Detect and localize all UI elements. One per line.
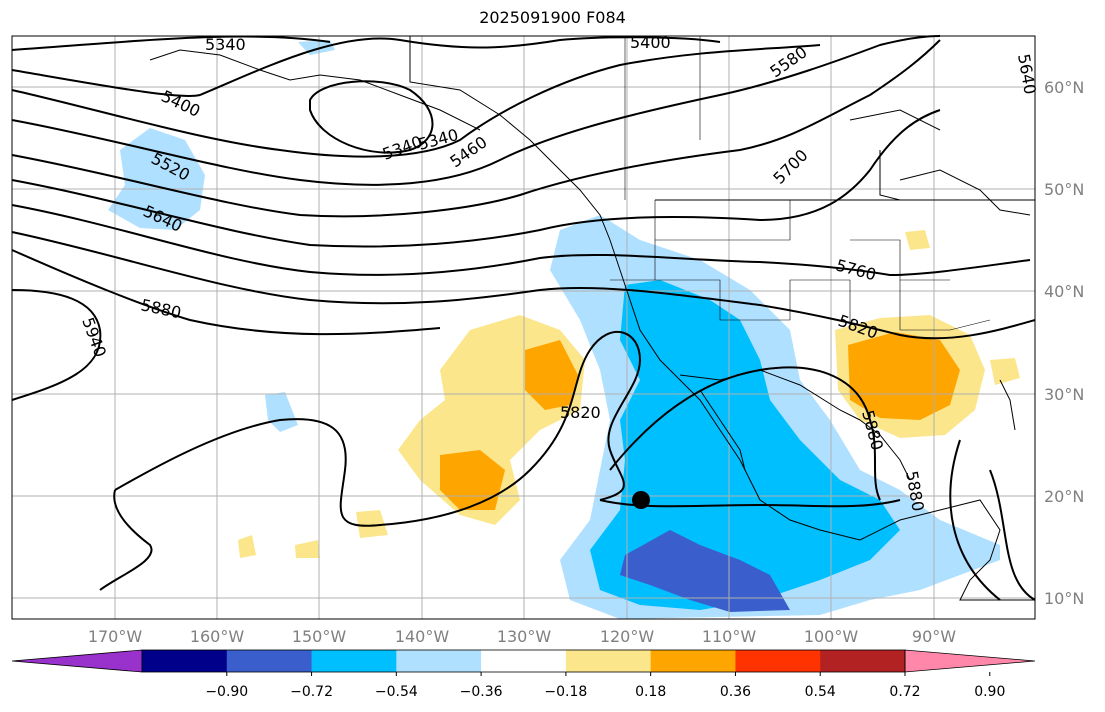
colorbar-tick-label: 0.54 <box>805 684 836 700</box>
lat-label: 30°N <box>1044 385 1084 404</box>
graticule <box>12 36 1035 619</box>
map-title: 2025091900 F084 <box>479 8 626 27</box>
colorbar-swatch <box>735 650 821 672</box>
positive-anomaly-small-4 <box>238 535 256 558</box>
lon-label: 100°W <box>804 627 859 646</box>
lon-label: 150°W <box>292 627 347 646</box>
colorbar-tick-label: 0.72 <box>889 684 920 700</box>
colorbar-swatch <box>396 650 482 672</box>
contour-label: 5340 <box>205 35 246 54</box>
positive-anomaly-small-5 <box>295 540 320 558</box>
coastlines <box>149 36 1035 601</box>
latitude-labels: 60°N 50°N 40°N 30°N 20°N 10°N <box>1044 78 1084 608</box>
lat-label: 40°N <box>1044 282 1084 301</box>
positive-anomaly-pacific-strong-1 <box>525 340 578 410</box>
colorbar-tick-label: −0.18 <box>544 684 587 700</box>
positive-anomaly-small-3 <box>356 510 388 538</box>
positive-anomaly-small-7 <box>905 230 930 250</box>
colorbar-swatch <box>820 650 906 672</box>
lat-label: 20°N <box>1044 487 1084 506</box>
lon-label: 110°W <box>702 627 757 646</box>
positive-anomaly-small-6 <box>990 358 1020 385</box>
colorbar-extension-low <box>11 649 143 673</box>
colorbar-extension-high <box>904 649 1036 673</box>
colorbar-swatch <box>226 650 313 672</box>
storm-center-dot <box>632 491 650 509</box>
colorbar-tick-label: −0.72 <box>290 684 333 700</box>
colorbar-tick-label: −0.36 <box>460 684 503 700</box>
colorbar-swatch <box>650 650 736 672</box>
colorbar-swatch <box>481 650 567 672</box>
positive-anomaly-texas-strong <box>848 332 960 420</box>
lat-label: 50°N <box>1044 180 1084 199</box>
lon-label: 120°W <box>600 627 655 646</box>
colorbar-swatch <box>142 650 228 672</box>
colorbar-tick-label: −0.90 <box>205 684 248 700</box>
height-contours <box>11 35 1036 601</box>
negative-anomaly-mid <box>590 280 900 610</box>
lon-label: 90°W <box>912 627 956 646</box>
lat-label: 10°N <box>1044 589 1084 608</box>
colorbar-tick-label: 0.90 <box>974 684 1005 700</box>
lon-label: 160°W <box>190 627 245 646</box>
positive-anomaly-pacific-strong-2 <box>440 450 505 510</box>
lon-label: 140°W <box>395 627 450 646</box>
lon-label: 130°W <box>497 627 552 646</box>
colorbar-tick-label: −0.54 <box>375 684 418 700</box>
state-borders <box>610 36 991 331</box>
longitude-labels: 170°W 160°W 150°W 140°W 130°W 120°W 110°… <box>88 627 956 646</box>
map-frame <box>11 35 1036 620</box>
negative-anomaly-alaska <box>108 128 205 230</box>
colorbar-tick-label: 0.18 <box>635 684 666 700</box>
colorbar-swatch <box>565 650 652 672</box>
contour-label: 5820 <box>560 403 601 422</box>
lon-label: 170°W <box>88 627 143 646</box>
colorbar-swatch <box>311 650 397 672</box>
colorbar: −0.90 −0.72 −0.54 −0.36 −0.18 0.18 0.36 0.54 0.7… <box>11 649 1036 700</box>
colorbar-tick-label: 0.36 <box>720 684 751 700</box>
contour-label: 5400 <box>630 33 671 52</box>
colorbar-frame <box>141 649 906 673</box>
negative-anomaly-strong <box>620 530 790 612</box>
lat-label: 60°N <box>1044 78 1084 97</box>
